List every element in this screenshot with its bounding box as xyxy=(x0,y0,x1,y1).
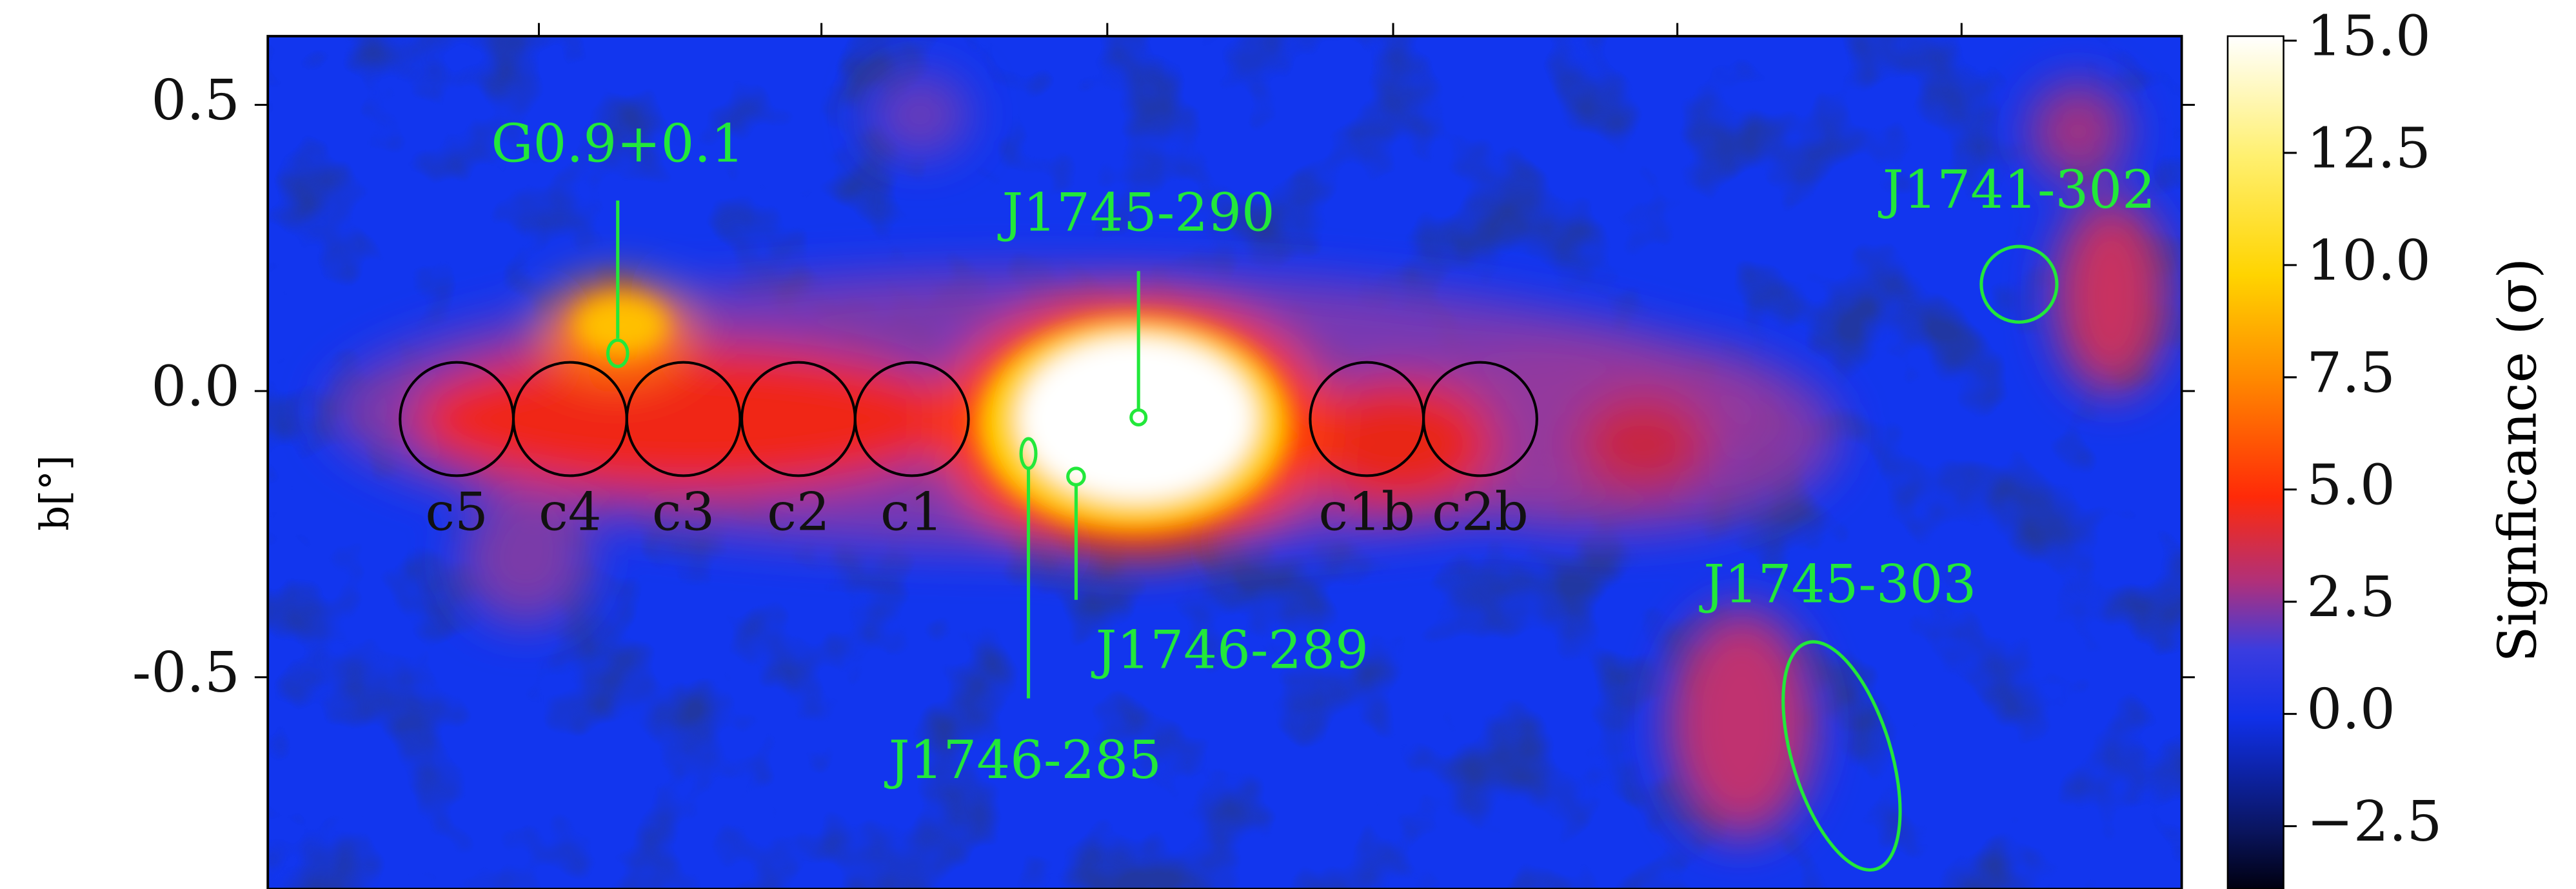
colorbar-tick-label: −2.5 xyxy=(2306,790,2442,854)
colorbar-tick-label: 15.0 xyxy=(2306,4,2431,68)
region-label: c2 xyxy=(767,481,830,543)
colorbar-tick-label: 5.0 xyxy=(2306,453,2395,517)
colorbar-tick-label: 7.5 xyxy=(2306,341,2395,405)
y-tick-label: 0.5 xyxy=(151,68,240,133)
region-label: c3 xyxy=(652,481,715,543)
source-label: G0.9+0.1 xyxy=(491,114,744,175)
colorbar xyxy=(2228,36,2284,889)
region-label: c1 xyxy=(880,481,944,543)
colorbar-tick-label: 0.0 xyxy=(2306,677,2395,742)
colorbar-tick-label: 12.5 xyxy=(2306,116,2431,181)
source-label: J1746-289 xyxy=(1091,619,1369,681)
page: {"chart_data": {"type": "map", "ylabel":… xyxy=(0,0,2576,889)
source-label: J1746-285 xyxy=(884,730,1162,791)
x-ticks xyxy=(539,23,1962,36)
figure: b[°] Signficance (σ) 0.5 0.0 -0.5 15.0 12.5 1… xyxy=(0,0,2576,889)
region-label: c4 xyxy=(539,481,601,543)
colorbar-label: Signficance (σ) xyxy=(2487,258,2548,663)
colorbar-tick-label: 2.5 xyxy=(2306,565,2395,630)
source-label: J1745-303 xyxy=(1699,554,1976,615)
y-tick-label: 0.0 xyxy=(151,355,240,419)
y-tick-label: -0.5 xyxy=(132,641,240,705)
colorbar-tick-label: 10.0 xyxy=(2306,228,2431,293)
region-label: c1b xyxy=(1318,481,1415,543)
region-label: c5 xyxy=(425,481,488,543)
source-label: J1741-302 xyxy=(1878,159,2155,221)
y-axis-label: b[°] xyxy=(32,455,77,530)
source-label: J1745-290 xyxy=(998,183,1275,244)
region-label: c2b xyxy=(1432,481,1529,543)
